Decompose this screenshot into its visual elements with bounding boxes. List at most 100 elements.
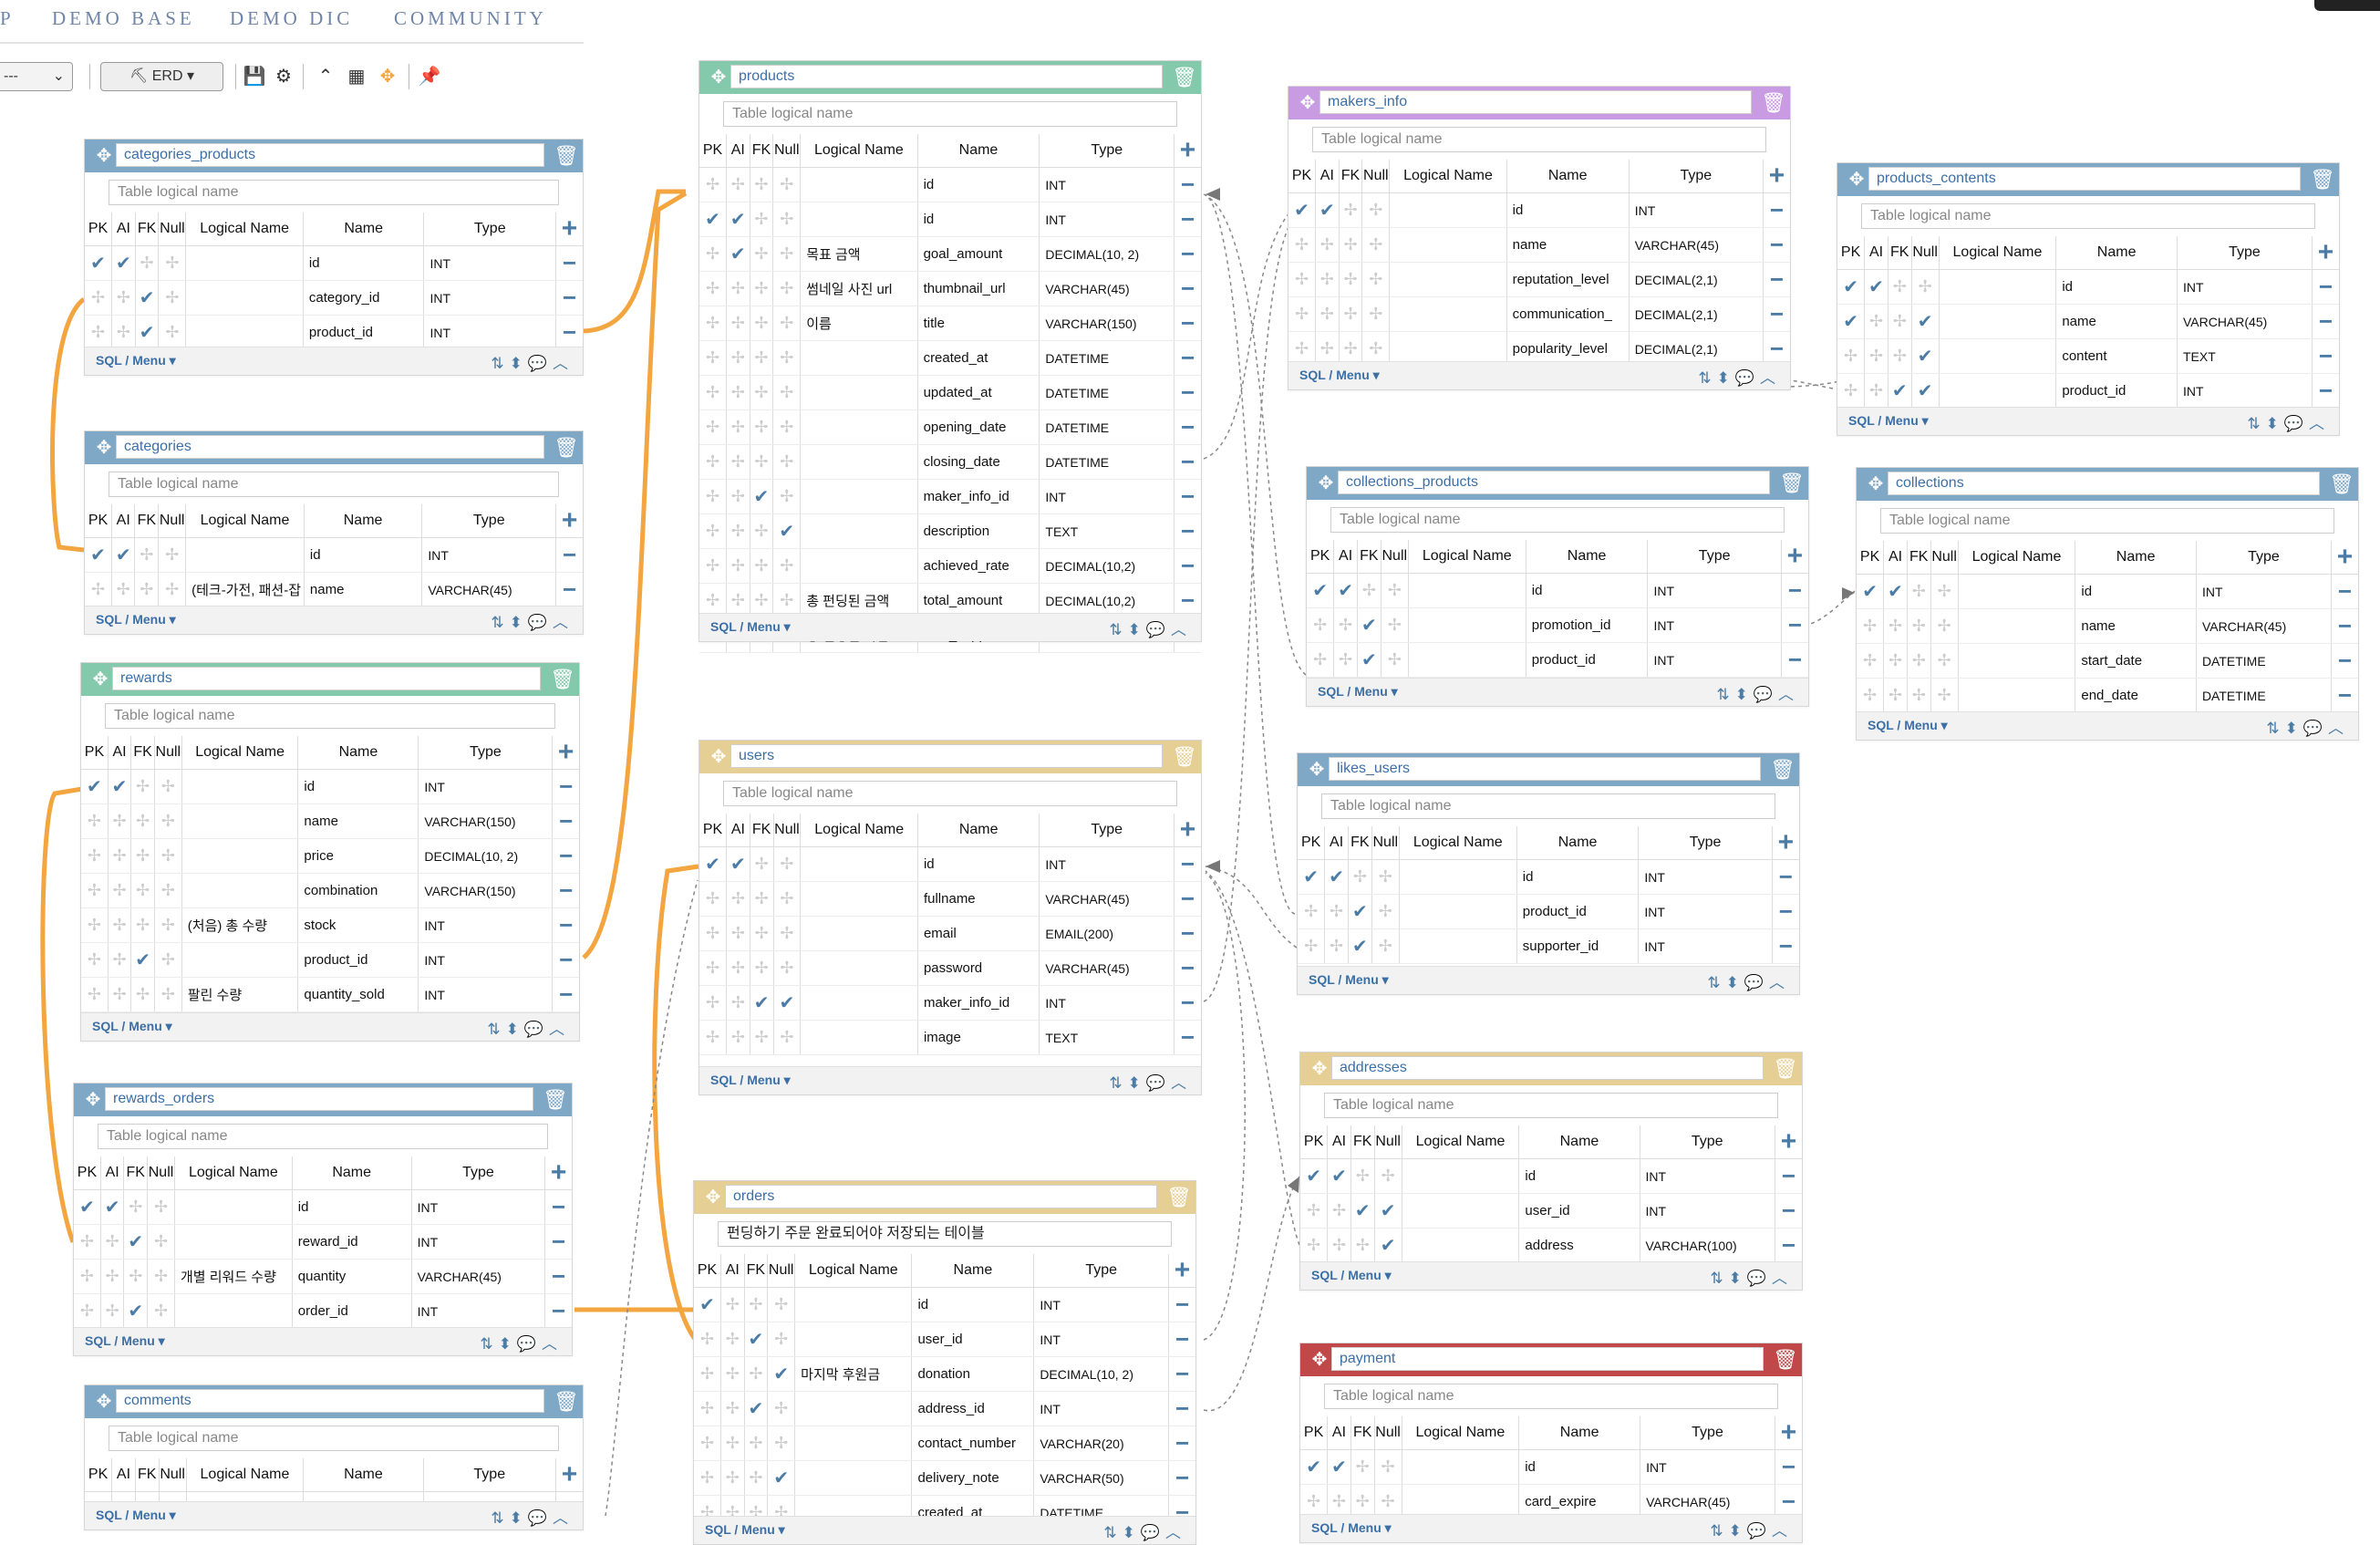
pk-check-icon[interactable]: ✔ [85,537,112,573]
column-name[interactable]: delivery_note [911,1460,1035,1496]
sql-menu-button[interactable]: SQL / Menu ▾ [710,619,791,634]
table-name-field[interactable]: products [730,65,1163,88]
pk-empty-icon[interactable]: ✢ [1288,331,1317,367]
column-type[interactable]: DATETIME [1039,410,1175,445]
column-name[interactable]: product_id [2055,373,2178,409]
column-logical-name[interactable] [800,916,918,951]
table-name-field[interactable]: categories [116,435,544,459]
fk-empty-icon[interactable]: ✢ [130,873,155,908]
comment-icon[interactable]: 💬 [527,1509,553,1527]
table-logical-name-field[interactable]: Table logical name [109,180,559,205]
ai-check-icon[interactable]: ✔ [726,846,750,882]
column-logical-name[interactable] [1408,607,1526,643]
sort-icon[interactable]: ⇅ [2247,415,2266,432]
order-icon[interactable]: ⬍ [1728,1522,1747,1540]
fk-empty-icon[interactable]: ✢ [123,1259,149,1294]
column-type[interactable]: INT [418,769,554,804]
fk-empty-icon[interactable]: ✢ [1907,608,1931,644]
ai-empty-icon[interactable]: ✢ [726,583,750,618]
column-logical-name[interactable] [181,804,299,839]
column-logical-name[interactable] [1399,894,1517,929]
table-name-field[interactable]: rewards_orders [105,1087,533,1111]
column-name[interactable]: product_id [297,942,419,978]
sql-menu-button[interactable]: SQL / Menu ▾ [92,1019,172,1033]
move-handle-icon[interactable]: ✥ [1311,1059,1328,1079]
comment-icon[interactable]: 💬 [2302,720,2328,737]
column-name[interactable]: id [303,245,425,281]
column-name[interactable]: maker_info_id [917,479,1040,514]
ai-empty-icon[interactable]: ✢ [1327,1228,1351,1263]
pk-empty-icon[interactable]: ✢ [1298,894,1326,929]
null-check-icon[interactable]: ✔ [1911,338,1940,374]
ai-empty-icon[interactable]: ✢ [111,572,136,607]
trash-icon[interactable]: 🗑 [1172,745,1197,768]
column-logical-name[interactable] [794,1322,913,1357]
null-empty-icon[interactable]: ✢ [158,537,187,573]
column-logical-name[interactable]: 개별 리워드 수량 [174,1259,293,1294]
null-empty-icon[interactable]: ✢ [773,950,802,986]
pk-check-icon[interactable]: ✔ [1857,574,1885,609]
collapse-icon[interactable]: ︿ [553,614,574,631]
column-type[interactable]: INT [1638,928,1773,964]
column-logical-name[interactable] [1939,373,2057,409]
remove-column-icon[interactable]: − [1174,444,1201,480]
column-name[interactable]: start_date [2075,643,2197,679]
remove-column-icon[interactable]: − [1781,642,1808,678]
fk-empty-icon[interactable]: ✢ [750,1020,774,1055]
null-empty-icon[interactable]: ✢ [773,846,802,882]
fk-check-icon[interactable]: ✔ [744,1322,769,1357]
order-icon[interactable]: ⬍ [505,1021,524,1038]
fk-check-icon[interactable]: ✔ [130,942,155,978]
order-icon[interactable]: ⬍ [1127,621,1146,638]
column-logical-name[interactable]: 썸네일 사진 url [800,271,918,306]
column-logical-name[interactable] [794,1287,913,1322]
remove-column-icon[interactable]: − [1174,548,1201,584]
column-name[interactable]: id [2075,574,2197,609]
pk-empty-icon[interactable]: ✢ [1857,678,1885,713]
ai-empty-icon[interactable]: ✢ [108,907,132,943]
column-name[interactable]: user_id [911,1322,1035,1357]
collapse-icon[interactable]: ︿ [1769,974,1790,991]
table-name-field[interactable]: products_contents [1868,167,2301,191]
null-empty-icon[interactable]: ✢ [1361,331,1391,367]
column-name[interactable]: name [2075,608,2197,644]
column-logical-name[interactable] [185,245,304,281]
column-logical-name[interactable] [181,769,299,804]
sql-menu-button[interactable]: SQL / Menu ▾ [96,612,176,627]
collapse-icon[interactable]: ︿ [1165,1524,1186,1541]
pk-check-icon[interactable]: ✔ [74,1189,101,1225]
pk-check-icon[interactable]: ✔ [1288,192,1317,228]
ai-empty-icon[interactable]: ✢ [108,838,132,874]
column-name[interactable]: goal_amount [917,236,1040,272]
sql-menu-button[interactable]: SQL / Menu ▾ [1868,718,1948,732]
pk-empty-icon[interactable]: ✢ [81,873,109,908]
move-handle-icon[interactable]: ✥ [1311,1350,1328,1370]
column-logical-name[interactable] [1402,1449,1520,1485]
collapse-icon[interactable]: ︿ [1171,1074,1192,1092]
trash-icon[interactable]: 🗑 [2310,168,2335,191]
column-type[interactable]: INT [2196,574,2332,609]
comment-icon[interactable]: 💬 [1753,686,1778,703]
pk-empty-icon[interactable]: ✢ [85,280,113,316]
null-empty-icon[interactable]: ✢ [772,375,802,410]
null-empty-icon[interactable]: ✢ [1361,192,1391,228]
column-logical-name[interactable] [800,548,918,584]
column-name[interactable]: id [297,769,419,804]
ai-empty-icon[interactable]: ✢ [100,1293,125,1329]
sql-menu-button[interactable]: SQL / Menu ▾ [1311,1520,1392,1535]
fk-empty-icon[interactable]: ✢ [750,916,774,951]
fk-empty-icon[interactable]: ✢ [130,769,155,804]
null-empty-icon[interactable]: ✢ [154,907,182,943]
pk-empty-icon[interactable]: ✢ [1288,227,1317,263]
table-name-field[interactable]: comments [116,1389,544,1413]
ai-empty-icon[interactable]: ✢ [1883,643,1908,679]
ai-empty-icon[interactable]: ✢ [1327,1484,1351,1519]
order-icon[interactable]: ⬍ [509,1509,528,1527]
column-name[interactable]: contact_number [911,1426,1035,1461]
column-type[interactable]: INT [2177,269,2313,305]
trash-icon[interactable]: 🗑 [2329,472,2354,495]
pk-empty-icon[interactable]: ✢ [81,838,109,874]
ai-empty-icon[interactable]: ✢ [726,548,750,584]
column-name[interactable]: id [1516,859,1640,895]
pk-empty-icon[interactable]: ✢ [699,548,728,584]
